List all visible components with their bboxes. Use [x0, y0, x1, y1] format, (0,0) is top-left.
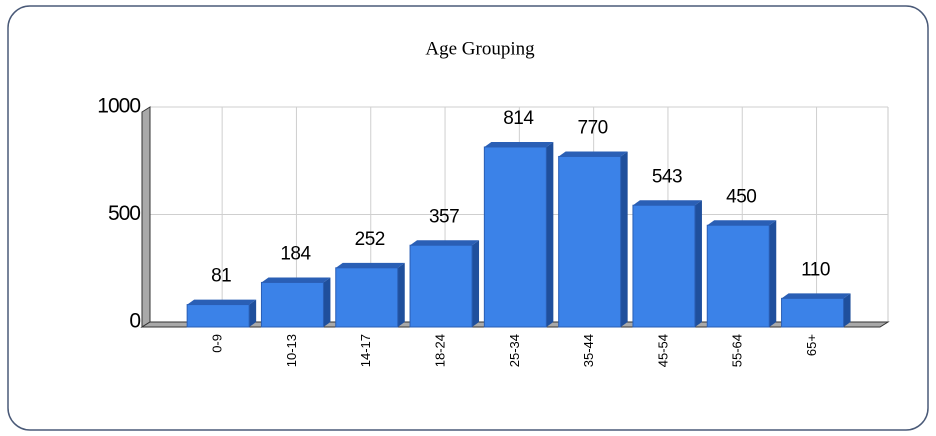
x-tick-label: 18-24 [432, 334, 447, 367]
value-label: 770 [578, 117, 608, 138]
bar-top [558, 151, 628, 157]
x-tick-label: 25-34 [507, 334, 522, 367]
value-label: 814 [503, 108, 534, 129]
bar-top [410, 240, 480, 246]
x-tick-label: 45-54 [655, 334, 670, 367]
bar [260, 281, 324, 328]
bar-top [261, 277, 331, 283]
value-label: 110 [801, 259, 830, 280]
bar [335, 267, 399, 328]
bar-side [472, 240, 480, 327]
bar [186, 304, 250, 328]
bar-side [397, 262, 405, 327]
axis-wall [141, 106, 151, 328]
bar-side [769, 220, 777, 327]
bar-side [546, 141, 554, 327]
bar [706, 224, 770, 328]
value-label: 450 [726, 186, 756, 207]
bar-side [620, 151, 628, 327]
y-tick-label: 1000 [97, 95, 140, 118]
y-tick-label: 0 [129, 310, 140, 333]
x-tick-label: 14-17 [358, 334, 373, 367]
value-label: 81 [211, 266, 231, 287]
bar-top [187, 299, 257, 305]
value-label: 357 [429, 206, 459, 227]
bar [632, 204, 696, 328]
bar-top [632, 200, 702, 206]
value-label: 543 [652, 166, 682, 187]
bar-top [707, 220, 777, 226]
bar [409, 244, 473, 328]
y-tick-label: 500 [108, 202, 140, 225]
bar-top [781, 293, 851, 299]
x-tick-label: 35-44 [581, 334, 596, 367]
chart-title: Age Grouping [425, 38, 535, 59]
x-tick-label: 65+ [804, 334, 819, 356]
bar-top [484, 141, 554, 147]
bar-top [335, 262, 405, 268]
bar-side [323, 277, 331, 327]
bar [781, 297, 845, 328]
x-tick-label: 0-9 [210, 334, 225, 353]
bar-side [843, 293, 851, 327]
bar-side [249, 299, 257, 327]
value-label: 252 [355, 229, 385, 250]
bar [483, 146, 547, 328]
bar [558, 155, 622, 328]
x-tick-label: 10-13 [284, 334, 299, 367]
x-tick-label: 55-64 [730, 334, 745, 367]
bar-side [694, 200, 702, 327]
value-label: 184 [280, 243, 311, 264]
